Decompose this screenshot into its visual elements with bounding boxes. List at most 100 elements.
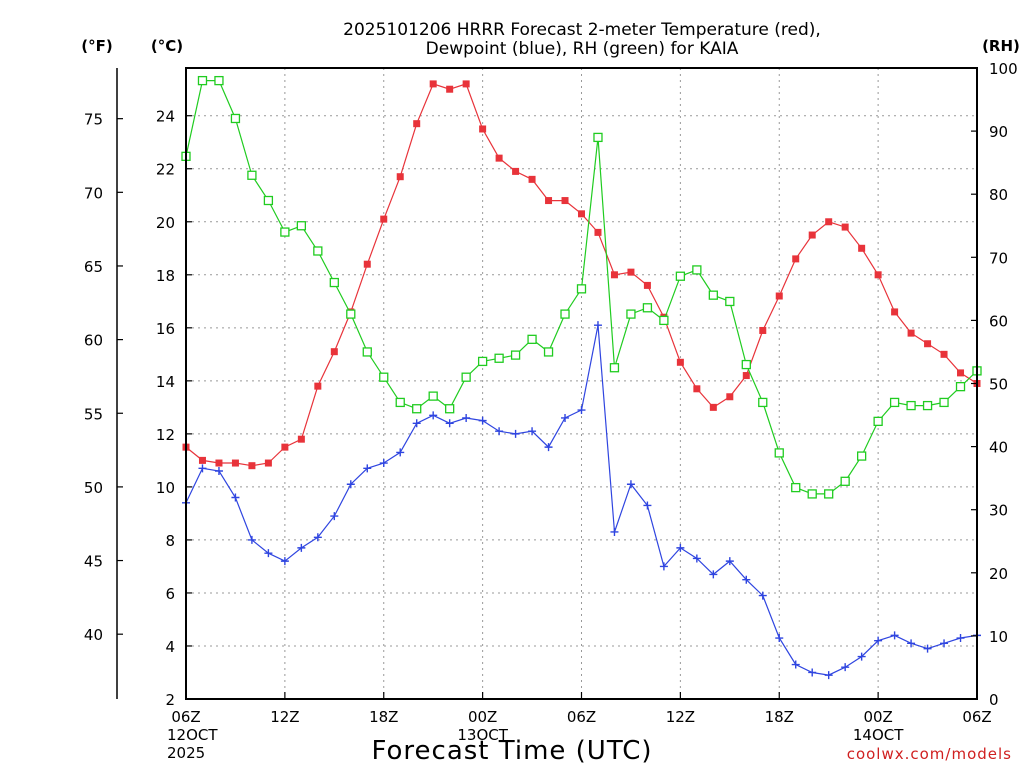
rh-point xyxy=(889,397,900,408)
dewpoint-point xyxy=(758,591,767,600)
temperature-point xyxy=(924,340,932,348)
temperature-point xyxy=(709,403,717,411)
rh-point xyxy=(543,347,554,357)
dewpoint-point xyxy=(907,639,916,648)
temperature-point xyxy=(676,358,684,366)
dewpoint-point xyxy=(676,543,685,552)
dewpoint-point xyxy=(824,671,833,680)
dewpoint-point xyxy=(396,448,405,457)
unit-celsius: (°C) xyxy=(151,37,183,55)
dewpoint-point xyxy=(214,466,223,475)
rh-point xyxy=(510,350,521,360)
dewpoint-point xyxy=(890,631,899,640)
temperature-point xyxy=(775,292,783,300)
temperature-point xyxy=(512,167,520,175)
fahrenheit-tick-label: 60 xyxy=(84,332,103,350)
dewpoint-point xyxy=(363,464,372,473)
rh-point xyxy=(906,400,916,411)
temperature-point xyxy=(726,393,734,401)
rh-point xyxy=(428,391,438,401)
rh-point xyxy=(873,416,883,427)
series xyxy=(181,75,982,680)
dewpoint-point xyxy=(247,535,256,544)
celsius-tick-label: 18 xyxy=(156,267,175,285)
temperature-point xyxy=(248,462,256,470)
fahrenheit-tick-label: 50 xyxy=(84,479,103,497)
dewpoint-point xyxy=(841,663,850,672)
x-tick-label: 06Z xyxy=(171,708,200,726)
x-tick-label: 18Z xyxy=(765,708,794,726)
rh-tick-label: 100 xyxy=(989,60,1018,78)
rh-point xyxy=(197,75,208,86)
fahrenheit-tick-label: 70 xyxy=(84,184,103,202)
celsius-tick-label: 6 xyxy=(165,585,175,603)
dewpoint-point xyxy=(462,413,471,422)
rh-point xyxy=(412,404,422,414)
rh-point xyxy=(642,303,653,313)
x-date-label: 13OCT xyxy=(457,726,508,744)
temperature-point xyxy=(297,435,305,443)
dewpoint-point xyxy=(231,493,240,502)
temperature-point xyxy=(495,154,503,162)
rh-tick-label: 70 xyxy=(989,249,1008,267)
temperature-point xyxy=(561,197,569,205)
grid xyxy=(186,68,977,700)
x-tick-label: 12Z xyxy=(666,708,695,726)
rh-tick-label: 90 xyxy=(989,123,1008,141)
temperature-point xyxy=(841,223,849,231)
temperature-point xyxy=(858,244,866,252)
rh-point xyxy=(659,315,669,326)
temperature-point xyxy=(545,197,553,205)
dewpoint-point xyxy=(956,634,965,643)
dewpoint-point xyxy=(775,634,784,643)
x-tick-label: 06Z xyxy=(962,708,991,726)
rh-point xyxy=(692,265,702,275)
dewpoint-point xyxy=(561,413,570,422)
temperature-point xyxy=(874,271,882,279)
temperature-point xyxy=(957,369,965,377)
dewpoint-point xyxy=(330,512,339,521)
temperature-point xyxy=(215,459,223,467)
dewpoint-point xyxy=(874,636,883,645)
rh-tick-label: 60 xyxy=(989,312,1008,330)
celsius-tick-label: 2 xyxy=(165,691,175,709)
dewpoint-point xyxy=(379,459,388,468)
rh-point xyxy=(725,296,735,307)
dewpoint-point xyxy=(412,419,421,428)
rh-tick-label: 0 xyxy=(989,691,999,709)
rh-point xyxy=(395,397,405,408)
dewpoint-point xyxy=(313,533,322,542)
dewpoint-point xyxy=(511,429,520,438)
fahrenheit-tick-label: 55 xyxy=(84,405,103,423)
temperature-point xyxy=(940,350,948,358)
rh-point xyxy=(346,309,356,319)
rh-point xyxy=(922,400,933,411)
x-tick-label: 00Z xyxy=(468,708,497,726)
celsius-tick-label: 12 xyxy=(156,426,175,444)
temperature-point xyxy=(330,348,338,356)
rh-point xyxy=(576,284,587,294)
rh-point xyxy=(313,246,323,256)
dewpoint-point xyxy=(857,652,866,661)
dewpoint-point xyxy=(692,554,701,563)
chart-title-line2: Dewpoint (blue), RH (green) for KAIA xyxy=(426,39,739,59)
dewpoint-point xyxy=(495,427,504,436)
dewpoint-point xyxy=(725,557,734,566)
chart-title-line1: 2025101206 HRRR Forecast 2-meter Tempera… xyxy=(343,20,821,40)
temperature-point xyxy=(808,231,816,239)
rh-point xyxy=(230,113,241,124)
x-year-label: 2025 xyxy=(167,744,205,762)
fahrenheit-tick-label: 65 xyxy=(84,258,103,276)
temperature-point xyxy=(380,215,388,223)
x-axis-label: Forecast Time (UTC) xyxy=(371,736,652,766)
temperature-point xyxy=(462,80,470,88)
dewpoint-point xyxy=(280,557,289,566)
rh-point xyxy=(560,309,570,319)
celsius-tick-label: 8 xyxy=(165,532,175,550)
dewpoint-point xyxy=(198,464,207,473)
temperature-point xyxy=(693,385,701,393)
rh-point xyxy=(247,170,257,180)
rh-point xyxy=(741,359,751,370)
dewpoint-point xyxy=(528,427,537,436)
